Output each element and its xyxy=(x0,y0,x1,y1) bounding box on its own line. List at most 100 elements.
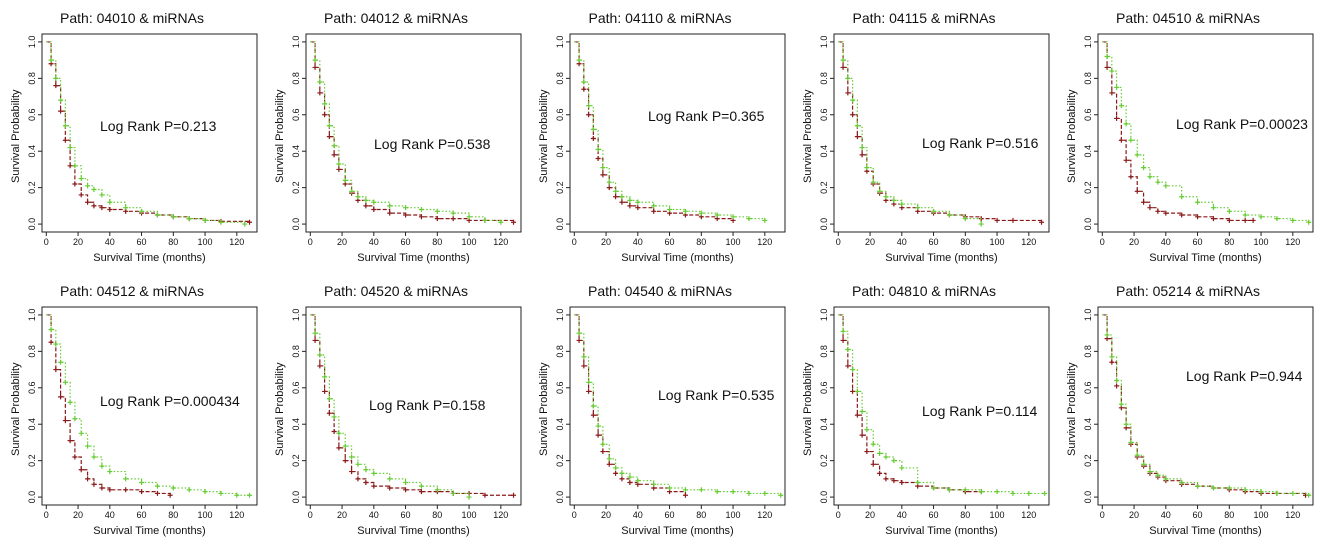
x-tick: 20 xyxy=(1129,505,1139,520)
censor-mark xyxy=(322,388,328,394)
censor-mark xyxy=(67,145,73,151)
censor-mark xyxy=(606,185,612,191)
censor-mark xyxy=(434,487,440,493)
y-tick: 0.4 xyxy=(27,145,42,157)
censor-mark xyxy=(58,97,64,103)
y-tick: 0.6 xyxy=(27,382,42,394)
y-tick-label: 0.2 xyxy=(555,181,565,194)
censor-mark xyxy=(317,363,323,369)
y-tick: 0.8 xyxy=(27,72,42,85)
y-tick: 0.4 xyxy=(555,418,570,430)
censor-mark xyxy=(78,176,84,182)
censor-mark xyxy=(1306,219,1312,225)
y-tick-label: 0.2 xyxy=(819,454,829,467)
censor-mark xyxy=(883,194,889,200)
x-tick-label: 120 xyxy=(493,237,508,247)
y-axis-label: Survival Probability xyxy=(10,362,22,456)
censor-mark xyxy=(371,483,377,489)
y-tick-label: 0.8 xyxy=(27,72,37,85)
censor-mark xyxy=(978,489,984,495)
censor-mark xyxy=(762,217,768,223)
x-tick: 0 xyxy=(1100,505,1105,520)
x-tick-label: 20 xyxy=(337,510,347,520)
censor-mark xyxy=(590,403,596,409)
y-tick: 0.4 xyxy=(555,145,570,157)
log-rank-annotation: Log Rank P=0.114 xyxy=(922,403,1038,419)
x-tick: 60 xyxy=(401,505,411,520)
y-axis-label: Survival Probability xyxy=(274,362,286,456)
plot-frame xyxy=(41,33,258,233)
y-tick: 1.0 xyxy=(1083,36,1098,49)
censor-mark xyxy=(978,221,984,227)
y-tick-label: 0.2 xyxy=(27,181,37,194)
x-tick: 0 xyxy=(836,505,841,520)
y-tick-label: 1.0 xyxy=(555,36,565,49)
censor-mark xyxy=(1026,490,1032,496)
y-tick: 0.6 xyxy=(555,109,570,121)
plot-frame xyxy=(41,306,258,506)
censor-mark xyxy=(312,337,318,343)
censor-mark xyxy=(651,208,657,214)
x-tick: 40 xyxy=(897,232,907,247)
censor-mark xyxy=(864,427,870,433)
y-tick: 0.2 xyxy=(555,454,570,467)
y-tick-label: 0.2 xyxy=(27,454,37,467)
x-tick-label: 60 xyxy=(665,510,675,520)
y-tick-label: 0.8 xyxy=(555,345,565,358)
y-tick-label: 0.2 xyxy=(291,181,301,194)
y-tick-label: 0.6 xyxy=(1083,109,1093,122)
y-tick-label: 0.6 xyxy=(1083,382,1093,395)
x-tick: 20 xyxy=(601,232,611,247)
y-tick: 0.2 xyxy=(1083,181,1098,194)
censor-mark xyxy=(627,197,633,203)
survival-curve-low xyxy=(310,314,514,496)
censor-mark xyxy=(595,423,601,429)
x-tick: 60 xyxy=(665,505,675,520)
y-tick-label: 0.4 xyxy=(291,145,301,158)
y-tick-label: 0.2 xyxy=(819,181,829,194)
censor-mark xyxy=(667,485,673,491)
y-axis-label: Survival Probability xyxy=(538,362,550,456)
censor-mark xyxy=(107,469,113,475)
censor-mark xyxy=(349,469,355,475)
censor-mark xyxy=(600,441,606,447)
censor-mark xyxy=(403,480,409,486)
y-tick: 0.6 xyxy=(291,382,306,394)
y-tick: 1.0 xyxy=(27,36,42,48)
km-panel: Path: 04115 & miRNAs 0 20 40 60 80 100 120 0.0 0.… xyxy=(792,0,1056,273)
x-axis-label: Survival Time (months) xyxy=(621,252,734,264)
y-tick: 0.2 xyxy=(555,181,570,194)
plot-frame xyxy=(569,306,786,506)
censor-mark xyxy=(619,470,625,476)
censor-mark xyxy=(1128,137,1134,143)
censor-mark xyxy=(498,219,504,225)
censor-mark xyxy=(466,214,472,220)
censor-mark xyxy=(53,367,59,373)
censor-mark xyxy=(326,396,332,402)
censor-mark xyxy=(682,492,688,498)
y-tick-label: 0.8 xyxy=(1083,72,1093,85)
x-tick-label: 100 xyxy=(726,510,741,520)
x-tick: 120 xyxy=(1021,232,1036,247)
y-tick: 0.0 xyxy=(819,218,834,230)
censor-mark xyxy=(1226,485,1232,491)
censor-mark xyxy=(1155,208,1161,214)
censor-mark xyxy=(78,467,84,473)
x-tick: 100 xyxy=(990,505,1005,520)
censor-mark xyxy=(403,212,409,218)
censor-mark xyxy=(1242,217,1248,223)
x-axis-label: Survival Time (months) xyxy=(357,525,470,537)
censor-mark xyxy=(72,163,78,169)
censor-mark xyxy=(651,481,657,487)
censor-mark xyxy=(859,145,865,151)
censor-mark xyxy=(67,438,73,444)
censor-mark xyxy=(242,221,248,227)
y-tick-label: 1.0 xyxy=(1083,36,1093,49)
y-tick: 0.2 xyxy=(819,181,834,194)
y-tick: 0.0 xyxy=(291,491,306,503)
censor-mark xyxy=(1109,354,1115,360)
censor-mark xyxy=(581,354,587,360)
x-tick-label: 80 xyxy=(960,237,970,247)
x-tick: 20 xyxy=(337,505,347,520)
km-plot-svg: 0 20 40 60 80 100 120 0.0 0.2 0.4 0.6 0.8 1.0 xyxy=(819,306,1050,520)
